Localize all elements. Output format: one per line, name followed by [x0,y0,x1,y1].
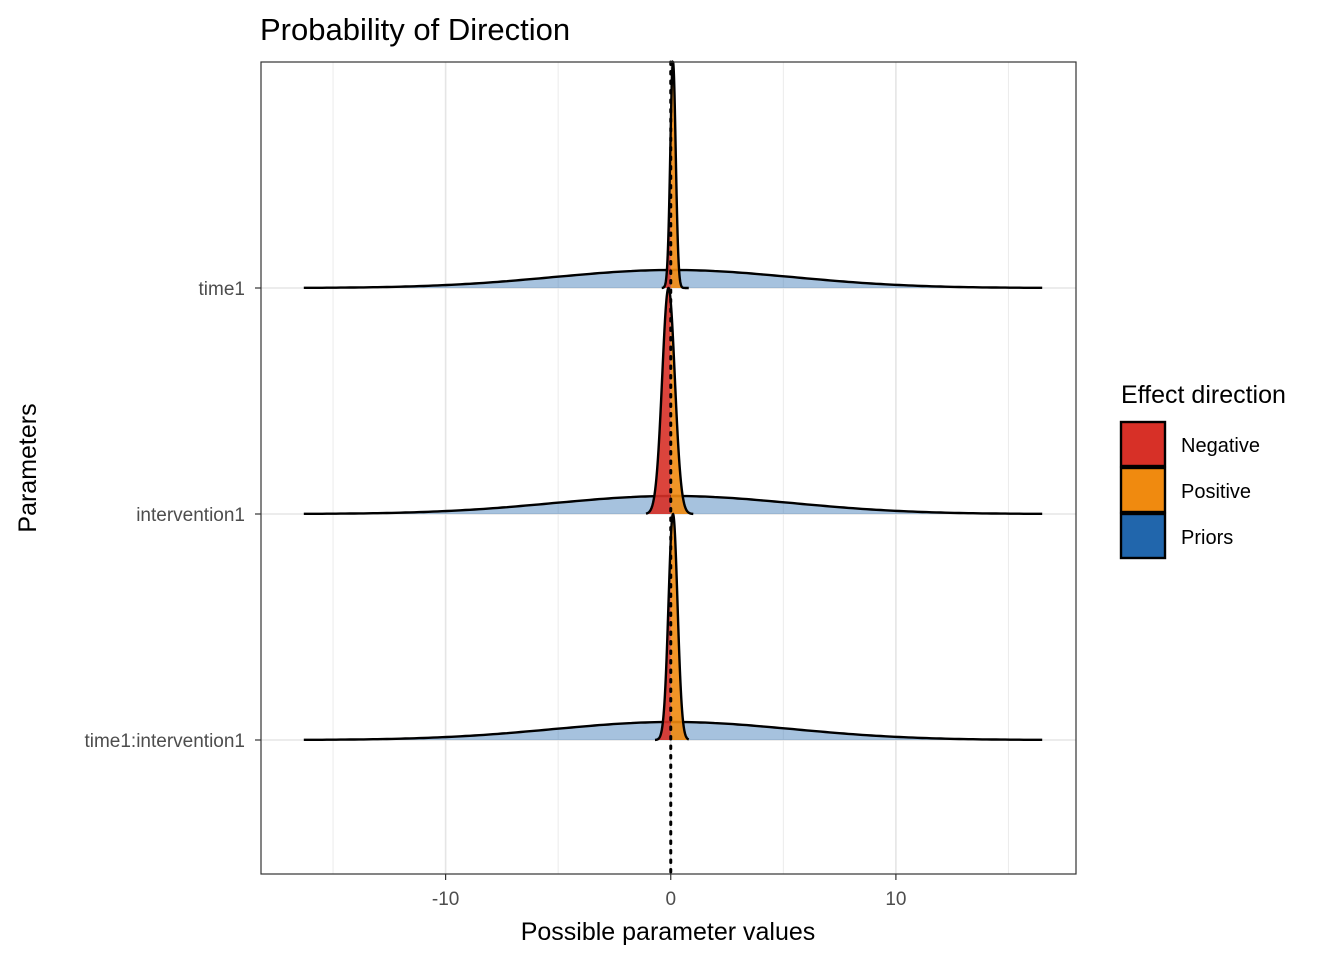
y-tick-label: time1 [199,279,245,300]
legend-item-positive: Positive [1119,466,1251,514]
legend-item-negative: Negative [1119,420,1260,468]
x-tick-label: 10 [885,889,906,910]
x-axis-title: Possible parameter values [521,918,816,946]
legend: Effect direction Negative Positive Priors [1119,381,1286,560]
y-axis-title: Parameters [14,403,42,532]
posterior-curve-0 [661,60,689,290]
legend-swatch [1119,466,1167,514]
axes: -10 0 10 time1 intervention1 time1:interventi… [84,279,906,910]
posterior-positive-area-1 [670,302,694,514]
chart-title: Probability of Direction [260,12,570,47]
posterior-densities [645,60,694,742]
y-tick-label: intervention1 [136,505,245,526]
legend-item-priors: Priors [1119,512,1233,560]
posterior-positive-area-0 [670,62,689,288]
x-tick-label: 0 [665,889,676,910]
plot-panel-border [260,61,1077,875]
legend-items: Negative Positive Priors [1119,420,1260,560]
legend-title: Effect direction [1121,381,1286,409]
legend-label: Priors [1181,527,1233,549]
y-tick-label: time1:intervention1 [84,731,245,752]
posterior-negative-area-2 [654,541,671,740]
legend-label: Negative [1181,435,1260,457]
legend-swatch [1119,512,1167,560]
legend-swatch [1119,420,1167,468]
legend-label: Positive [1181,481,1251,503]
x-tick-label: -10 [432,889,459,910]
